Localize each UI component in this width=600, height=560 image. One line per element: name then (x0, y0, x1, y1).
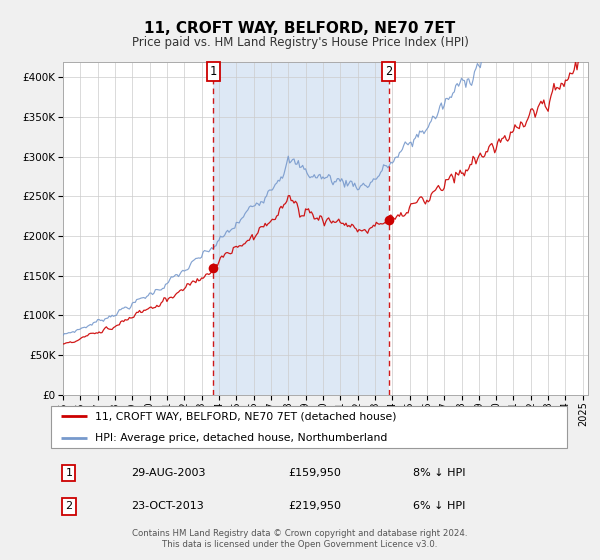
Text: HPI: Average price, detached house, Northumberland: HPI: Average price, detached house, Nort… (95, 433, 388, 443)
Text: 6% ↓ HPI: 6% ↓ HPI (413, 501, 466, 511)
FancyBboxPatch shape (50, 405, 568, 449)
Text: 8% ↓ HPI: 8% ↓ HPI (413, 468, 466, 478)
Text: 11, CROFT WAY, BELFORD, NE70 7ET: 11, CROFT WAY, BELFORD, NE70 7ET (145, 21, 455, 36)
Text: £219,950: £219,950 (288, 501, 341, 511)
Text: This data is licensed under the Open Government Licence v3.0.: This data is licensed under the Open Gov… (163, 540, 437, 549)
Bar (213, 62, 389, 395)
Text: £159,950: £159,950 (288, 468, 341, 478)
Text: 1: 1 (209, 64, 217, 78)
Text: Contains HM Land Registry data © Crown copyright and database right 2024.: Contains HM Land Registry data © Crown c… (132, 529, 468, 538)
Text: 11, CROFT WAY, BELFORD, NE70 7ET (detached house): 11, CROFT WAY, BELFORD, NE70 7ET (detach… (95, 411, 397, 421)
Text: Price paid vs. HM Land Registry's House Price Index (HPI): Price paid vs. HM Land Registry's House … (131, 36, 469, 49)
Text: 2: 2 (385, 64, 392, 78)
Text: 23-OCT-2013: 23-OCT-2013 (131, 501, 204, 511)
Text: 1: 1 (65, 468, 73, 478)
Text: 2: 2 (65, 501, 73, 511)
Text: 29-AUG-2003: 29-AUG-2003 (131, 468, 206, 478)
